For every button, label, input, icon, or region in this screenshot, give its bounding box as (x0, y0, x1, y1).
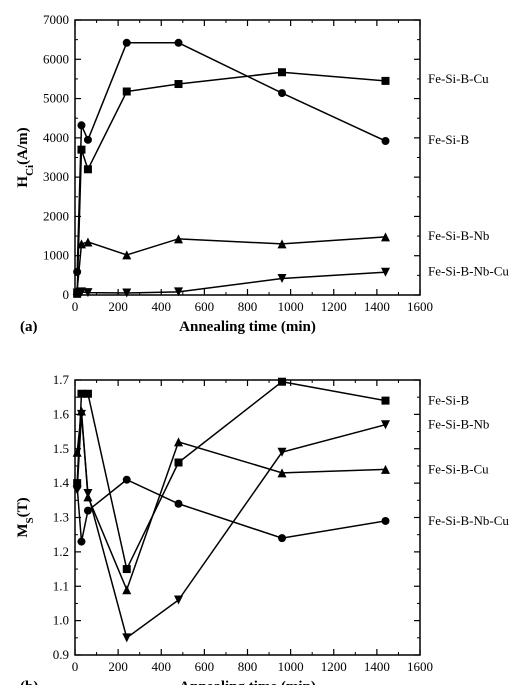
data-marker (77, 538, 85, 546)
panel-label: (a) (20, 319, 38, 335)
y-tick-label: 1.4 (53, 475, 70, 490)
y-tick-label: 0.9 (53, 647, 69, 662)
y-tick-label: 5000 (43, 91, 69, 106)
series-Fe-Si-B-Nb: Fe-Si-B-Nb (73, 228, 490, 295)
x-tick-label: 1400 (364, 299, 390, 314)
series-Fe-Si-B-Nb: Fe-Si-B-Nb (73, 410, 490, 642)
data-marker (278, 378, 286, 386)
x-tick-label: 600 (195, 659, 215, 674)
data-marker (123, 88, 131, 96)
y-tick-label: 1000 (43, 248, 69, 263)
y-tick-label: 3000 (43, 169, 69, 184)
plot-frame (75, 380, 420, 655)
y-tick-label: 2000 (43, 208, 69, 223)
series-label: Fe-Si-B (428, 132, 470, 147)
data-marker (84, 136, 92, 144)
x-tick-label: 1400 (364, 659, 390, 674)
x-tick-label: 1200 (321, 659, 347, 674)
series-label: Fe-Si-B-Nb-Cu (428, 513, 509, 528)
series-label: Fe-Si-B-Cu (428, 71, 489, 86)
series-label: Fe-Si-B (428, 393, 470, 408)
data-marker (84, 390, 92, 398)
data-marker (174, 437, 183, 446)
series-label: Fe-Si-B-Cu (428, 461, 489, 476)
y-tick-label: 4000 (43, 130, 69, 145)
data-marker (175, 500, 183, 508)
series-Fe-Si-B: Fe-Si-B (73, 39, 469, 276)
y-tick-label: 1.2 (53, 544, 69, 559)
data-marker (83, 237, 92, 246)
data-marker (123, 476, 131, 484)
data-marker (278, 68, 286, 76)
data-marker (382, 397, 390, 405)
y-tick-label: 6000 (43, 51, 69, 66)
y-tick-label: 0 (63, 287, 70, 302)
series-line (77, 480, 385, 542)
series-Fe-Si-B: Fe-Si-B (73, 378, 469, 573)
y-tick-label: 1.1 (53, 578, 69, 593)
data-marker (278, 534, 286, 542)
series-Fe-Si-B-Cu: Fe-Si-B-Cu (73, 406, 490, 594)
y-tick-label: 1.6 (53, 406, 70, 421)
x-axis-title: Annealing time (min) (179, 319, 316, 335)
data-marker (73, 268, 81, 276)
data-marker (123, 39, 131, 47)
panel-b: 0 200 400 600 800 1000 1200 1400 1600 0.9 1.0 1.1 1.… (15, 372, 509, 685)
x-tick-label: 200 (108, 299, 128, 314)
series-line (77, 382, 385, 569)
series-line (77, 72, 385, 294)
y-axis-title: HCi(A/m) (15, 127, 36, 187)
x-tick-label: 1200 (321, 299, 347, 314)
series-line (77, 414, 385, 637)
y-tick-label: 7000 (43, 12, 69, 27)
y-tick-label: 1.7 (53, 372, 70, 387)
data-marker (77, 121, 85, 129)
x-tick-label: 400 (152, 659, 172, 674)
y-tick-label: 1.3 (53, 510, 69, 525)
data-marker (122, 250, 131, 259)
x-tick-label: 800 (238, 659, 258, 674)
x-tick-label: 0 (72, 299, 79, 314)
series-Fe-Si-B-Nb-Cu: Fe-Si-B-Nb-Cu (73, 476, 509, 546)
series-label: Fe-Si-B-Nb-Cu (428, 263, 509, 278)
chart-svg: 0200400600800100012001400160001000200030… (0, 0, 523, 685)
figure-container: 0200400600800100012001400160001000200030… (0, 0, 523, 685)
data-marker (175, 459, 183, 467)
x-tick-label: 0 (72, 659, 79, 674)
y-tick-label: 1.5 (53, 441, 69, 456)
data-marker (122, 633, 131, 642)
panel-label: (b) (20, 679, 38, 685)
data-marker (84, 165, 92, 173)
series-Fe-Si-B-Cu: Fe-Si-B-Cu (73, 68, 489, 298)
data-marker (73, 483, 81, 491)
x-tick-label: 1000 (278, 299, 304, 314)
x-tick-label: 200 (108, 659, 128, 674)
x-tick-label: 1000 (278, 659, 304, 674)
data-marker (278, 448, 287, 457)
x-tick-label: 800 (238, 299, 258, 314)
data-marker (382, 77, 390, 85)
data-marker (123, 565, 131, 573)
series-line (77, 237, 385, 290)
x-tick-label: 400 (152, 299, 172, 314)
x-tick-label: 600 (195, 299, 215, 314)
series-label: Fe-Si-B-Nb (428, 417, 489, 432)
data-marker (175, 80, 183, 88)
data-marker (84, 507, 92, 515)
data-marker (381, 420, 390, 429)
y-tick-label: 1.0 (53, 613, 69, 628)
data-marker (175, 39, 183, 47)
data-marker (382, 137, 390, 145)
x-tick-label: 1600 (407, 659, 433, 674)
x-axis-title: Annealing time (min) (179, 679, 316, 685)
data-marker (122, 585, 131, 594)
data-marker (278, 89, 286, 97)
data-marker (382, 517, 390, 525)
data-marker (83, 492, 92, 501)
y-axis-title: MS(T) (15, 497, 36, 537)
x-tick-label: 1600 (407, 299, 433, 314)
series-label: Fe-Si-B-Nb (428, 228, 489, 243)
panel-a: 0 200 400 600 800 1000 1200 1400 1600 0 1000 2000 30… (15, 12, 509, 335)
